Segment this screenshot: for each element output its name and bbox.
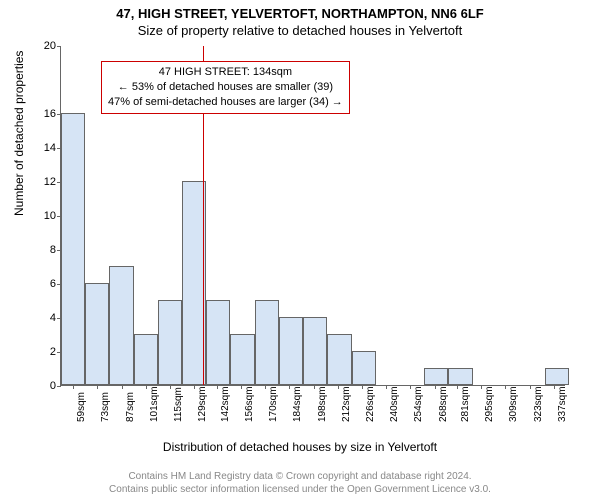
x-tick-mark <box>289 385 290 389</box>
x-tick-mark <box>386 385 387 389</box>
histogram-bar <box>85 283 109 385</box>
annotation-line: 47% of semi-detached houses are larger (… <box>108 95 343 110</box>
x-tick-mark <box>338 385 339 389</box>
histogram-bar <box>352 351 376 385</box>
x-tick-label: 254sqm <box>413 386 424 422</box>
x-tick-label: 240sqm <box>389 386 400 422</box>
chart-area: 02468101214162059sqm73sqm87sqm101sqm115s… <box>60 46 565 386</box>
x-tick-label: 184sqm <box>292 386 303 422</box>
y-tick-mark <box>57 386 61 387</box>
x-tick-mark <box>265 385 266 389</box>
x-tick-mark <box>314 385 315 389</box>
x-tick-label: 129sqm <box>197 386 208 422</box>
x-tick-mark <box>170 385 171 389</box>
y-tick-label: 0 <box>31 380 56 392</box>
x-axis-label: Distribution of detached houses by size … <box>0 440 600 454</box>
histogram-bar <box>109 266 133 385</box>
x-tick-mark <box>530 385 531 389</box>
y-tick-label: 6 <box>31 278 56 290</box>
x-tick-label: 156sqm <box>244 386 255 422</box>
x-tick-mark <box>146 385 147 389</box>
y-tick-label: 16 <box>31 108 56 120</box>
x-tick-label: 295sqm <box>484 386 495 422</box>
page-subtitle: Size of property relative to detached ho… <box>0 21 600 38</box>
y-tick-label: 2 <box>31 346 56 358</box>
annotation-line: 47 HIGH STREET: 134sqm <box>108 65 343 80</box>
y-tick-mark <box>57 46 61 47</box>
x-tick-mark <box>457 385 458 389</box>
x-tick-label: 87sqm <box>125 392 136 422</box>
histogram-bar <box>255 300 279 385</box>
y-tick-label: 14 <box>31 142 56 154</box>
x-tick-label: 268sqm <box>438 386 449 422</box>
x-tick-label: 323sqm <box>533 386 544 422</box>
histogram-bar <box>230 334 254 385</box>
histogram-bar <box>279 317 303 385</box>
x-tick-label: 115sqm <box>173 387 184 422</box>
x-tick-mark <box>505 385 506 389</box>
histogram-bar <box>206 300 230 385</box>
x-tick-mark <box>554 385 555 389</box>
histogram-bar <box>545 368 569 385</box>
x-tick-mark <box>241 385 242 389</box>
y-tick-label: 10 <box>31 210 56 222</box>
x-tick-label: 142sqm <box>220 386 231 422</box>
x-tick-mark <box>217 385 218 389</box>
footer-attribution: Contains HM Land Registry data © Crown c… <box>0 471 600 496</box>
x-tick-label: 170sqm <box>268 386 279 422</box>
footer-line: Contains HM Land Registry data © Crown c… <box>0 471 600 484</box>
x-tick-mark <box>97 385 98 389</box>
y-tick-label: 8 <box>31 244 56 256</box>
x-tick-label: 212sqm <box>341 386 352 422</box>
annotation-line: ← 53% of detached houses are smaller (39… <box>108 80 343 95</box>
x-tick-mark <box>362 385 363 389</box>
x-tick-label: 281sqm <box>460 386 471 422</box>
histogram-bar <box>424 368 448 385</box>
y-tick-label: 20 <box>31 40 56 52</box>
histogram-bar <box>303 317 327 385</box>
x-tick-label: 226sqm <box>365 386 376 422</box>
x-tick-mark <box>194 385 195 389</box>
x-tick-mark <box>435 385 436 389</box>
histogram-bar <box>61 113 85 385</box>
x-tick-mark <box>481 385 482 389</box>
y-tick-label: 12 <box>31 176 56 188</box>
footer-line: Contains public sector information licen… <box>0 484 600 497</box>
annotation-callout: 47 HIGH STREET: 134sqm← 53% of detached … <box>101 61 350 114</box>
x-tick-label: 337sqm <box>557 386 568 422</box>
x-tick-label: 59sqm <box>76 392 87 422</box>
histogram-bar <box>134 334 158 385</box>
x-tick-label: 198sqm <box>317 386 328 422</box>
y-tick-label: 4 <box>31 312 56 324</box>
x-tick-label: 309sqm <box>508 386 519 422</box>
x-tick-label: 101sqm <box>149 386 160 422</box>
histogram-bar <box>327 334 351 385</box>
page-title: 47, HIGH STREET, YELVERTOFT, NORTHAMPTON… <box>0 0 600 21</box>
x-tick-label: 73sqm <box>100 392 111 422</box>
y-axis-label: Number of detached properties <box>12 51 26 216</box>
plot-region: 02468101214162059sqm73sqm87sqm101sqm115s… <box>60 46 565 386</box>
x-tick-mark <box>122 385 123 389</box>
x-tick-mark <box>410 385 411 389</box>
x-tick-mark <box>73 385 74 389</box>
histogram-bar <box>448 368 472 385</box>
histogram-bar <box>158 300 182 385</box>
